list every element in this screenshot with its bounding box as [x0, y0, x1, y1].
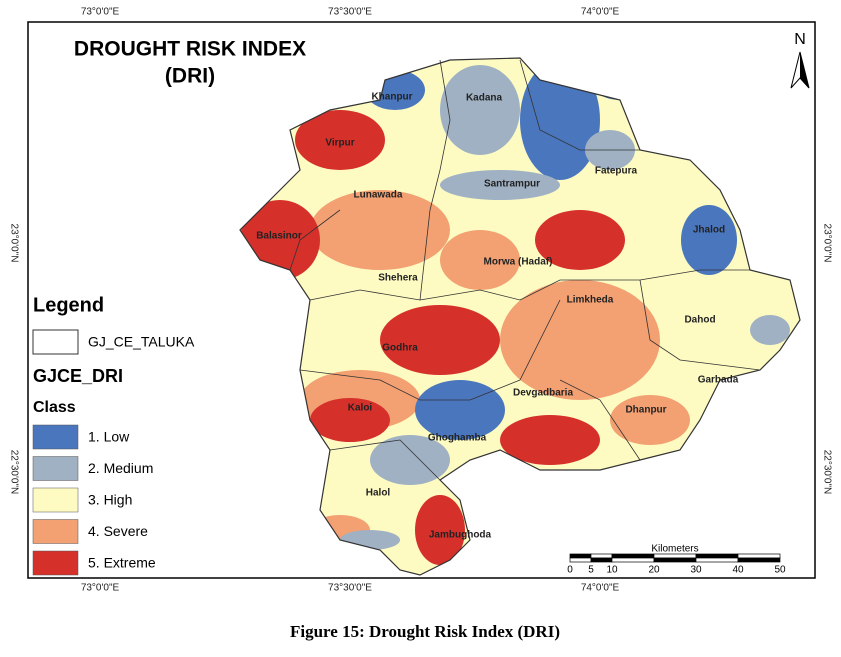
taluka-label: Fatepura — [595, 166, 638, 177]
risk-zone — [310, 190, 450, 270]
taluka-boundaries — [289, 59, 761, 481]
risk-zone — [440, 65, 520, 155]
legend-label: 3. High — [88, 492, 132, 508]
scale-tick-label: 20 — [648, 565, 660, 576]
legend-label: 2. Medium — [88, 460, 153, 476]
legend-swatch — [32, 550, 79, 576]
longitude-label: 73°0'0"E — [81, 7, 120, 18]
risk-zone — [415, 380, 505, 440]
caption: Figure 15: Drought Risk Index (DRI) — [290, 622, 560, 641]
risk-zone — [440, 230, 520, 290]
scale-tick-label: 10 — [606, 565, 618, 576]
scale-segment — [590, 553, 613, 559]
risk-zone — [500, 415, 600, 465]
risk-zone — [535, 210, 625, 270]
risk-zone — [750, 315, 790, 345]
legend-label: 5. Extreme — [88, 555, 156, 571]
taluka-label: Devgadbaria — [513, 388, 573, 399]
district-outline — [239, 57, 801, 576]
scale-segment — [737, 553, 781, 559]
risk-zone — [295, 110, 385, 170]
scale-segment — [611, 553, 655, 559]
taluka-label: Dhanpur — [625, 405, 666, 416]
taluka-label: Shehera — [378, 273, 418, 284]
taluka-label: Khanpur — [371, 92, 412, 103]
taluka-label: Kaloi — [348, 403, 373, 414]
risk-zone — [310, 398, 390, 442]
legend-title: Legend — [33, 294, 104, 316]
scale-label: Kilometers — [651, 544, 698, 555]
risk-zone — [380, 305, 500, 375]
risk-zone — [500, 280, 660, 400]
legend-label: 4. Severe — [88, 523, 148, 539]
scale-segment — [569, 557, 592, 563]
taluka-label: Halol — [366, 488, 391, 499]
taluka-label: Dahod — [684, 315, 715, 326]
scale-tick-label: 30 — [690, 565, 702, 576]
taluka-label: Santrampur — [484, 179, 540, 190]
taluka-label: Kadana — [466, 93, 503, 104]
longitude-label: 73°0'0"E — [81, 583, 120, 594]
risk-zone — [415, 495, 465, 565]
legend-label: GJ_CE_TALUKA — [88, 334, 195, 350]
map-title: DROUGHT RISK INDEX — [74, 38, 306, 61]
scale-segment — [569, 553, 592, 559]
longitude-label: 74°0'0"E — [581, 583, 620, 594]
scale-segment — [695, 557, 739, 563]
taluka-label: Limkheda — [567, 295, 614, 306]
longitude-label: 73°30'0"E — [328, 583, 372, 594]
taluka-label: Morwa (Hadaf) — [484, 257, 553, 268]
taluka-label: Ghoghamba — [428, 433, 487, 444]
scale-segment — [590, 557, 613, 563]
north-label: N — [794, 31, 806, 48]
latitude-label: 22°30'0"N — [8, 450, 19, 495]
taluka-label: Jambughoda — [429, 530, 492, 541]
map-title: (DRI) — [165, 65, 215, 88]
legend-swatch — [32, 456, 79, 481]
risk-zone — [610, 395, 690, 445]
legend-label: 1. Low — [88, 429, 130, 445]
latitude-label: 23°0'0"N — [821, 224, 832, 263]
risk-zone — [370, 435, 450, 485]
scale-segment — [737, 557, 781, 563]
legend-layer: GJCE_DRI — [33, 366, 123, 386]
taluka-label: Lunawada — [354, 190, 403, 201]
taluka-label: Jhalod — [693, 225, 725, 236]
taluka-label: Virpur — [325, 138, 354, 149]
legend-boundary-swatch — [32, 329, 79, 355]
taluka-label: Garbada — [698, 375, 739, 386]
latitude-label: 23°0'0"N — [8, 224, 19, 263]
scale-tick-label: 50 — [774, 565, 786, 576]
legend-swatch — [32, 519, 79, 544]
legend-swatch — [32, 487, 79, 513]
legend-class-title: Class — [33, 399, 76, 416]
longitude-label: 73°30'0"E — [328, 7, 372, 18]
scale-tick-label: 40 — [732, 565, 744, 576]
legend-swatch — [32, 424, 79, 450]
risk-zone — [440, 170, 560, 200]
taluka-label: Balasinor — [256, 231, 302, 242]
risk-zone — [681, 205, 737, 275]
scale-segment — [611, 557, 655, 563]
scale-segment — [695, 553, 739, 559]
scale-segment — [653, 557, 697, 563]
north-arrow — [800, 52, 809, 88]
scale-tick-label: 5 — [588, 565, 594, 576]
longitude-label: 74°0'0"E — [581, 7, 620, 18]
scale-segment — [653, 553, 697, 559]
scale-tick-label: 0 — [567, 565, 573, 576]
taluka-label: Godhra — [382, 343, 418, 354]
latitude-label: 22°30'0"N — [821, 450, 832, 495]
